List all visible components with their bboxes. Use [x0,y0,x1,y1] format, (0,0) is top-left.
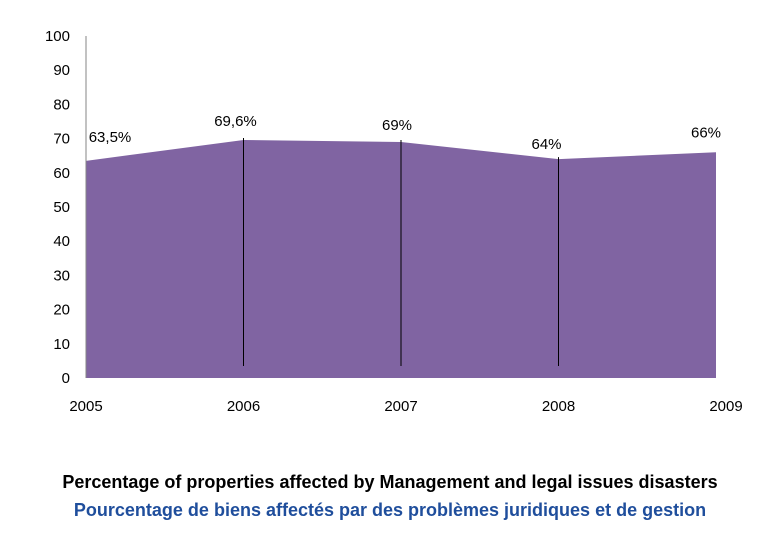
y-axis-ticks: 0 10 20 30 40 50 60 70 80 90 100 [45,28,70,387]
y-tick-label: 10 [53,336,70,353]
y-tick-label: 50 [53,199,70,216]
x-tick-label: 2007 [384,398,417,415]
y-tick-label: 70 [53,131,70,148]
y-tick-label: 30 [53,267,70,284]
y-tick-label: 80 [53,96,70,113]
x-tick-label: 2006 [227,398,260,415]
data-label-2007: 69% [382,117,412,134]
y-tick-label: 60 [53,165,70,182]
data-label-2006: 69,6% [214,113,257,130]
y-tick-label: 40 [53,233,70,250]
x-axis-ticks: 2005 2006 2007 2008 2009 [69,398,742,415]
chart-subtitle: Pourcentage de biens affectés par des pr… [73,500,707,520]
x-tick-label: 2005 [69,398,102,415]
data-label-2005: 63,5% [89,129,132,146]
data-label-2009: 66% [691,124,721,141]
y-tick-label: 90 [53,62,70,79]
data-label-2008: 64% [531,136,561,153]
x-tick-label: 2008 [542,398,575,415]
data-labels: 63,5% 69,6% 69% 64% 66% [89,113,721,153]
plot-area [85,36,716,378]
y-tick-label: 20 [53,302,70,319]
chart-title: Percentage of properties affected by Man… [62,472,718,492]
x-tick-label: 2009 [709,398,742,415]
y-tick-label: 0 [62,370,70,387]
y-tick-label: 100 [45,28,70,45]
